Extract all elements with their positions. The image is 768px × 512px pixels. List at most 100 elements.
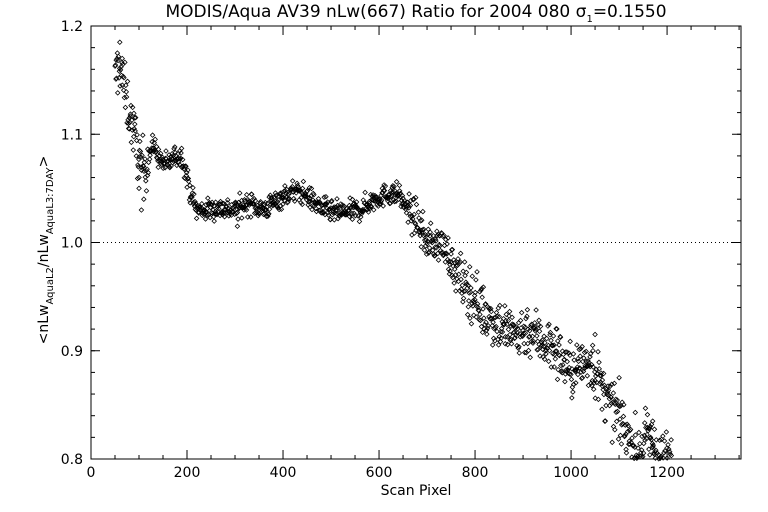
data-point — [455, 271, 462, 278]
data-point — [133, 153, 140, 159]
data-point — [334, 196, 340, 202]
data-point — [477, 311, 483, 318]
data-point — [447, 259, 454, 265]
data-point — [113, 57, 119, 63]
data-point — [243, 207, 250, 213]
y-tick-label: 0.9 — [61, 344, 83, 360]
data-point — [255, 212, 261, 219]
data-point — [142, 156, 148, 162]
data-point — [138, 154, 144, 160]
data-point — [238, 197, 245, 204]
data-point — [450, 274, 456, 281]
data-point — [648, 421, 655, 428]
data-point — [434, 228, 440, 234]
data-point — [451, 280, 457, 286]
data-point — [664, 455, 670, 461]
data-point — [480, 306, 486, 312]
data-point — [509, 314, 515, 321]
data-point — [593, 379, 600, 386]
data-point — [433, 245, 440, 251]
data-point — [627, 426, 634, 433]
data-point — [323, 200, 330, 207]
data-point — [608, 394, 614, 401]
data-point — [381, 187, 388, 194]
data-point — [546, 321, 552, 328]
data-point — [172, 149, 178, 156]
data-point — [472, 297, 478, 303]
data-point — [540, 343, 547, 350]
data-point — [635, 445, 641, 451]
data-point — [612, 426, 618, 433]
data-point — [313, 205, 319, 212]
data-point — [134, 132, 140, 138]
data-point — [502, 334, 509, 340]
data-point — [642, 437, 648, 443]
data-point — [116, 68, 123, 74]
data-point — [309, 202, 316, 209]
data-point — [666, 448, 673, 455]
data-point — [119, 55, 125, 62]
data-point — [622, 422, 629, 428]
data-point — [360, 208, 367, 214]
data-point — [323, 194, 329, 200]
sigma-value: =0.1550 — [592, 2, 667, 22]
data-point — [641, 440, 647, 447]
x-tick-label: 400 — [270, 465, 297, 481]
data-point — [410, 196, 417, 202]
data-point — [650, 442, 656, 448]
data-point — [651, 426, 658, 433]
data-point — [402, 200, 409, 206]
data-point — [615, 436, 622, 442]
data-point — [587, 354, 593, 360]
data-point — [551, 351, 558, 358]
data-point — [490, 335, 497, 342]
data-point — [444, 251, 450, 257]
data-point — [504, 341, 511, 348]
data-point — [226, 208, 233, 215]
data-point — [230, 209, 237, 215]
data-point — [151, 139, 158, 146]
data-point — [446, 271, 453, 277]
data-point — [202, 216, 209, 222]
data-point — [360, 206, 366, 213]
data-point — [526, 327, 533, 334]
data-point — [524, 306, 531, 313]
data-point — [356, 218, 363, 225]
data-point — [506, 313, 512, 319]
data-point — [489, 342, 496, 348]
data-point — [249, 191, 255, 198]
data-point — [661, 450, 667, 456]
data-point — [351, 210, 357, 217]
data-point — [590, 364, 596, 370]
data-point — [534, 333, 540, 339]
data-point — [141, 196, 147, 202]
data-point — [570, 351, 577, 357]
data-point — [607, 383, 613, 389]
data-point — [592, 395, 599, 401]
data-point — [393, 178, 400, 185]
data-point — [530, 338, 537, 344]
data-point — [571, 357, 577, 363]
data-point — [304, 194, 311, 201]
y-axis-label: <nLwAquaL2/nLwAquaL3:7DAY> — [36, 155, 56, 345]
data-point — [628, 439, 634, 446]
data-point — [554, 376, 561, 383]
data-point — [143, 178, 149, 184]
data-point — [563, 367, 569, 373]
data-point — [192, 198, 198, 205]
data-point — [294, 182, 301, 189]
data-point — [388, 194, 394, 200]
data-point — [559, 368, 565, 374]
data-point — [466, 264, 473, 270]
data-point — [367, 203, 374, 210]
data-point — [569, 366, 575, 372]
data-point — [169, 159, 176, 166]
data-point — [412, 221, 419, 227]
data-point — [138, 207, 145, 213]
data-point — [210, 207, 216, 213]
data-point — [458, 276, 464, 283]
data-point — [272, 190, 279, 196]
data-point — [171, 145, 177, 152]
data-point — [583, 348, 589, 355]
data-point — [122, 59, 128, 66]
